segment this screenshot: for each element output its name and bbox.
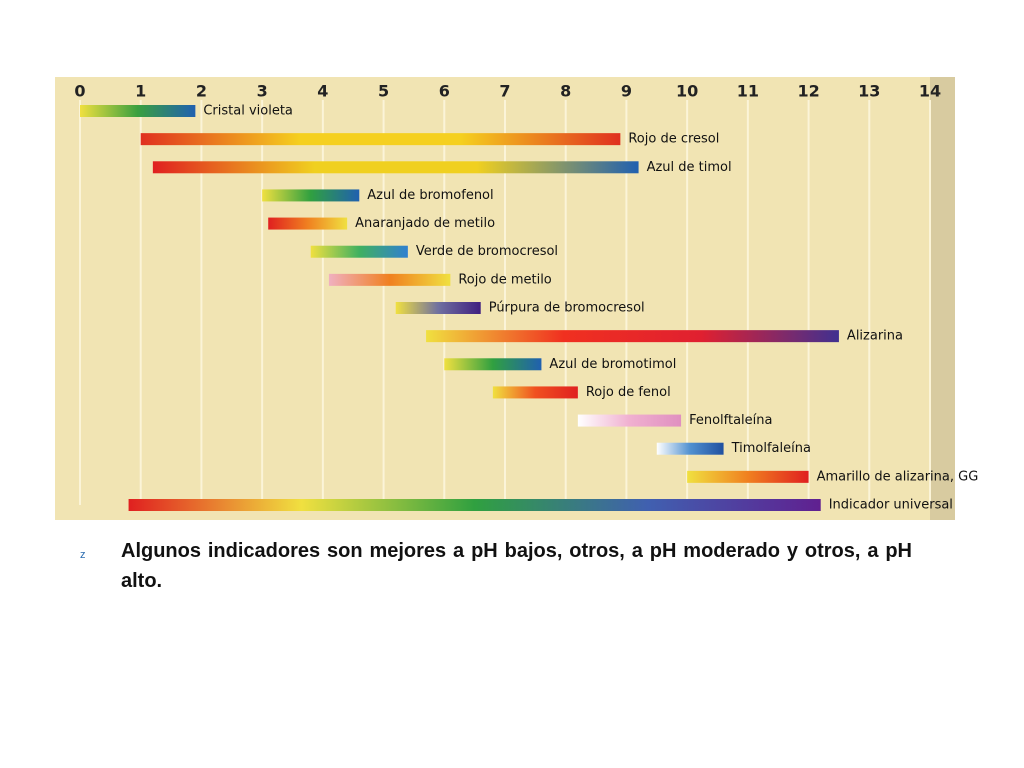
range-bar <box>492 386 578 399</box>
range-bar <box>80 105 196 117</box>
x-tick-label: 14 <box>919 82 941 101</box>
bullet: z <box>80 549 86 561</box>
bar-label: Timolfaleína <box>731 441 811 456</box>
range-bar <box>152 161 639 174</box>
range-bar <box>395 302 481 314</box>
range-bar <box>262 189 360 202</box>
range-bar <box>268 217 348 230</box>
x-tick-label: 4 <box>317 82 328 101</box>
caption: Algunos indicadores son mejores a pH baj… <box>121 540 912 592</box>
x-tick-label: 6 <box>439 82 450 101</box>
range-bar <box>328 273 451 286</box>
x-tick-label: 13 <box>858 82 880 101</box>
range-bar <box>656 442 724 455</box>
bar-label: Rojo de fenol <box>586 385 671 400</box>
range-bar <box>577 414 682 427</box>
x-tick-label: 1 <box>135 82 146 101</box>
bar-label: Indicador universal <box>829 498 953 513</box>
x-tick-label: 9 <box>621 82 632 101</box>
x-tick-label: 10 <box>676 82 698 101</box>
x-tick-label: 3 <box>257 82 268 101</box>
x-tick-label: 12 <box>797 82 819 101</box>
x-tick-label: 7 <box>499 82 510 101</box>
bar-label: Rojo de metilo <box>458 272 551 287</box>
bar-label: Púrpura de bromocresol <box>489 301 645 316</box>
bar-label: Rojo de cresol <box>628 132 719 147</box>
bar-label: Azul de timol <box>647 160 732 175</box>
bar-label: Cristal violeta <box>203 104 293 119</box>
range-bar <box>128 499 821 511</box>
range-bar <box>310 245 408 258</box>
range-bar <box>444 358 542 371</box>
page-edge <box>930 77 955 520</box>
x-tick-label: 8 <box>560 82 571 101</box>
range-bar <box>687 470 809 483</box>
range-bar <box>426 330 839 343</box>
bar-label: Alizarina <box>847 329 903 344</box>
range-bar <box>140 133 621 146</box>
bar-label: Fenolftaleína <box>689 413 772 428</box>
bar-label: Anaranjado de metilo <box>355 216 495 231</box>
bar-label: Azul de bromofenol <box>367 188 493 203</box>
x-tick-label: 5 <box>378 82 389 101</box>
x-tick-label: 0 <box>74 82 85 101</box>
x-tick-label: 2 <box>196 82 207 101</box>
bar-label: Verde de bromocresol <box>416 244 558 259</box>
x-tick-label: 11 <box>737 82 759 101</box>
bar-label: Azul de bromotimol <box>549 357 676 372</box>
bar-label: Amarillo de alizarina, GG <box>817 469 979 484</box>
